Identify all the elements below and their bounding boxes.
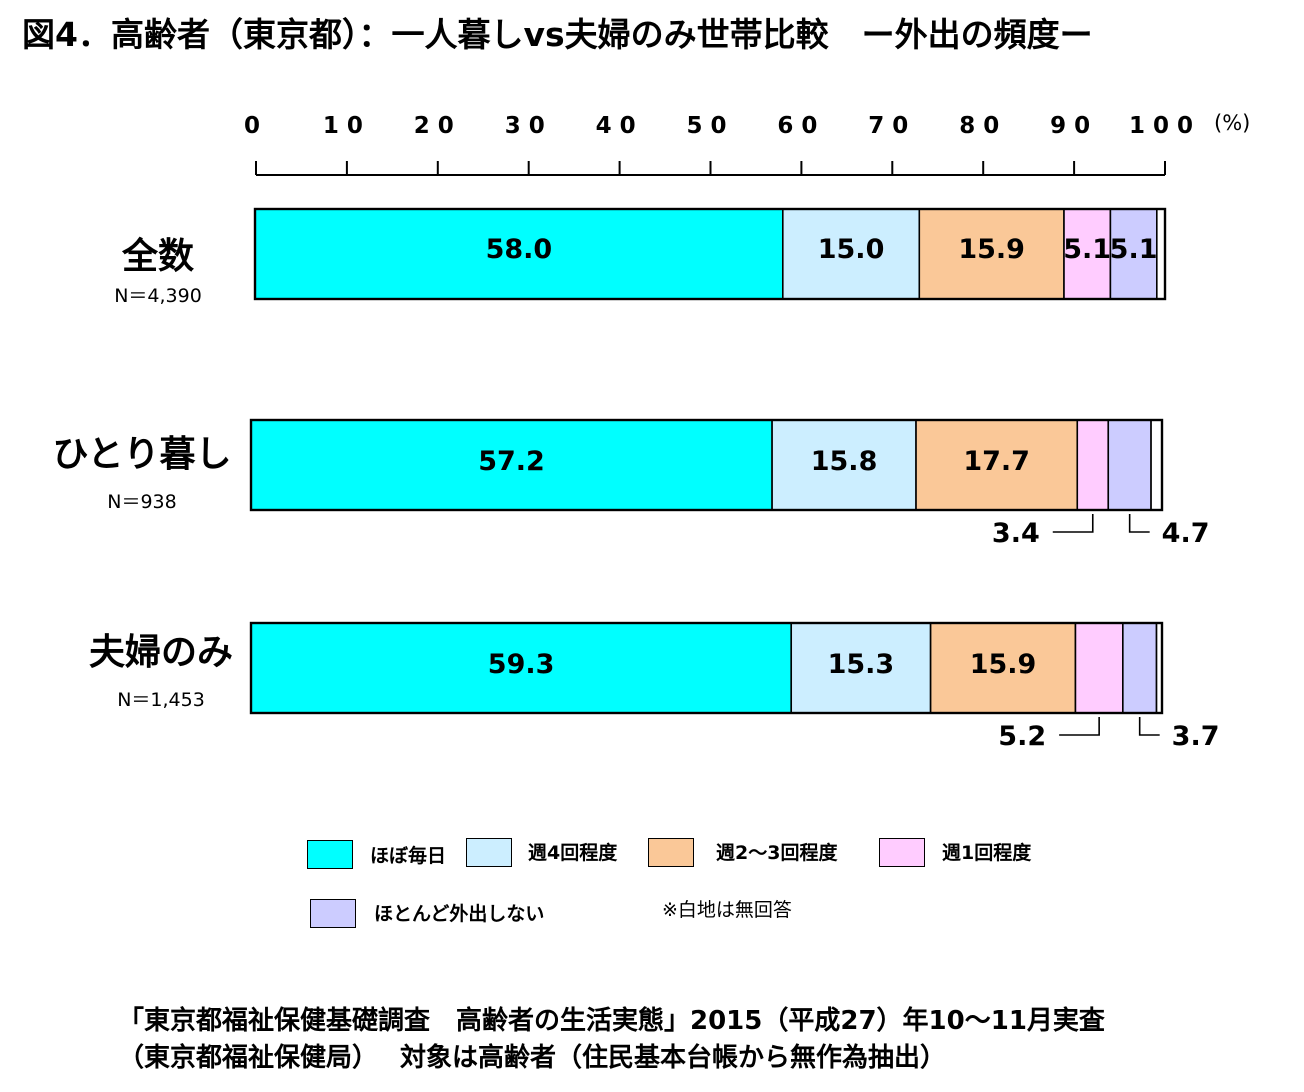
bar-segment-no-answer: [1150, 419, 1163, 511]
bar-segment: [918, 208, 1065, 300]
bar-segment: [250, 419, 773, 511]
x-tick-label: 50: [686, 113, 734, 139]
bar-segment: [1074, 622, 1124, 714]
no-answer-note: ※白地は無回答: [662, 899, 792, 921]
x-tick-label: 90: [1050, 113, 1098, 139]
category-n-label: N＝1,453: [117, 689, 205, 711]
legend-label-4: ほとんど外出しない: [374, 903, 545, 925]
bar-segment: [1063, 208, 1112, 300]
data-label: 15.9: [958, 234, 1025, 265]
legend-swatch-2: [648, 838, 694, 867]
axis-unit-label: (%): [1214, 111, 1250, 135]
x-tick-label: 20: [414, 113, 462, 139]
legend-swatch-0: [307, 840, 353, 869]
callout-label: 4.7: [1162, 518, 1210, 549]
callout-label: 5.2: [998, 721, 1046, 752]
legend-swatch-3: [879, 838, 925, 867]
data-label: 15.0: [818, 234, 885, 265]
data-label: 17.7: [963, 446, 1030, 477]
data-label: 5.1: [1063, 234, 1111, 265]
legend-label-2: 週2～3回程度: [716, 842, 838, 864]
bar-outline: [249, 418, 1164, 512]
callout-line: [1052, 514, 1094, 533]
bar-segment: [1107, 419, 1152, 511]
callout-line: [1128, 514, 1150, 533]
callout-label: 3.7: [1172, 721, 1220, 752]
x-tick-label: 70: [868, 113, 916, 139]
data-label: 15.8: [811, 446, 878, 477]
legend-label-3: 週1回程度: [942, 842, 1032, 864]
category-label: 全数: [121, 235, 194, 277]
category-label: ひとり暮し: [53, 434, 232, 475]
bar-outline: [249, 621, 1164, 715]
callout-line: [1059, 717, 1100, 736]
legend-swatch-1: [466, 838, 512, 867]
bar-segment: [1076, 419, 1110, 511]
x-tick-label: 0: [244, 113, 268, 139]
data-label: 59.3: [488, 649, 555, 680]
callout-line: [1138, 717, 1160, 736]
legend-label-1: 週4回程度: [528, 842, 618, 864]
bar-segment: [929, 622, 1077, 714]
legend-label-0: ほぼ毎日: [370, 845, 447, 867]
x-tick-label: 80: [959, 113, 1007, 139]
data-label: 5.1: [1110, 234, 1158, 265]
data-label: 57.2: [478, 446, 545, 477]
bar-segment: [1122, 622, 1158, 714]
callout-label: 3.4: [992, 518, 1040, 549]
source-line-2: （東京都福祉保健局） 対象は高齢者（住民基本台帳から無作為抽出）: [118, 1043, 947, 1073]
x-tick-label: 40: [596, 113, 644, 139]
x-tick-label: 60: [777, 113, 825, 139]
x-tick-label: 10: [323, 113, 371, 139]
bar-segment-no-answer: [1156, 208, 1166, 300]
x-tick-label: 30: [505, 113, 553, 139]
data-label: 58.0: [486, 234, 553, 265]
category-n-label: N＝4,390: [114, 285, 202, 307]
data-label: 15.9: [970, 649, 1037, 680]
data-label: 15.3: [828, 649, 895, 680]
source-line-1: 「東京都福祉保健基礎調査 高齢者の生活実態」2015（平成27）年10～11月実…: [118, 1006, 1105, 1036]
category-n-label: N＝938: [107, 491, 176, 513]
legend-swatch-4: [310, 899, 356, 928]
category-label: 夫婦のみ: [89, 632, 233, 673]
x-tick-label: 100: [1129, 113, 1201, 139]
bar-outline: [253, 207, 1167, 301]
page-title: 図4．高齢者（東京都）：一人暮しvs夫婦のみ世帯比較 ー外出の頻度ー: [22, 15, 1093, 54]
